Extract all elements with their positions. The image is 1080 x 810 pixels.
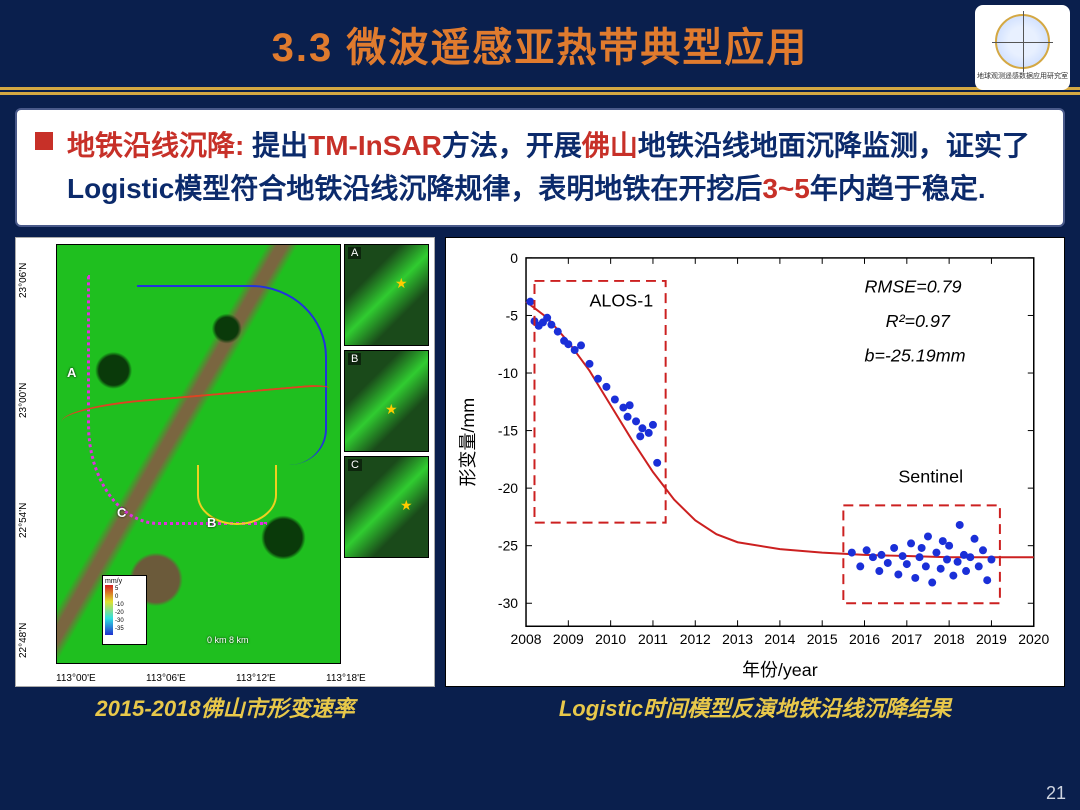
svg-text:2019: 2019 — [976, 631, 1007, 647]
svg-text:2008: 2008 — [511, 631, 542, 647]
svg-text:b=-25.19mm: b=-25.19mm — [865, 345, 966, 365]
map-insets: A★ B★ C★ — [344, 244, 429, 558]
svg-text:2017: 2017 — [891, 631, 922, 647]
logistic-chart: 0 -5 -10 -15 -20 -25 -30 2008 2009 2010 2011 2012 20… — [445, 237, 1065, 687]
svg-text:R²=0.97: R²=0.97 — [886, 311, 951, 331]
deformation-map: A B C mm/y 50 -10-20 -30-35 0 km 8 km A★… — [15, 237, 435, 687]
svg-text:2020: 2020 — [1018, 631, 1049, 647]
page-number: 21 — [1046, 783, 1066, 804]
figures-row: A B C mm/y 50 -10-20 -30-35 0 km 8 km A★… — [15, 237, 1065, 687]
svg-text:-10: -10 — [498, 365, 518, 381]
institute-logo: 地球观测遥感数据应用研究室 — [975, 5, 1070, 90]
svg-text:形变量/mm: 形变量/mm — [458, 398, 478, 487]
svg-text:2018: 2018 — [934, 631, 965, 647]
svg-text:2010: 2010 — [595, 631, 626, 647]
svg-text:0: 0 — [510, 250, 518, 266]
title-bar: 3.3 微波遥感亚热带典型应用 地球观测遥感数据应用研究室 — [0, 0, 1080, 90]
svg-text:2015: 2015 — [807, 631, 838, 647]
svg-text:2014: 2014 — [764, 631, 795, 647]
svg-text:-5: -5 — [506, 307, 519, 323]
svg-text:ALOS-1: ALOS-1 — [589, 290, 653, 310]
map-legend: mm/y 50 -10-20 -30-35 — [102, 575, 147, 645]
svg-text:-20: -20 — [498, 480, 518, 496]
scale-bar: 0 km 8 km — [207, 635, 249, 645]
svg-text:Sentinel: Sentinel — [898, 466, 963, 486]
svg-text:-15: -15 — [498, 422, 518, 438]
svg-text:-30: -30 — [498, 595, 518, 611]
slide-title: 3.3 微波遥感亚热带典型应用 — [272, 15, 809, 73]
svg-text:2016: 2016 — [849, 631, 880, 647]
svg-text:2012: 2012 — [680, 631, 711, 647]
summary-text: 地铁沿线沉降: 提出TM-InSAR方法，开展佛山地铁沿线地面沉降监测，证实了L… — [67, 124, 1043, 211]
svg-text:2013: 2013 — [722, 631, 753, 647]
caption-left: 2015-2018佛山市形变速率 — [95, 696, 354, 721]
svg-text:-25: -25 — [498, 537, 518, 553]
summary-textbox: 地铁沿线沉降: 提出TM-InSAR方法，开展佛山地铁沿线地面沉降监测，证实了L… — [15, 108, 1065, 227]
svg-text:RMSE=0.79: RMSE=0.79 — [865, 276, 962, 296]
svg-text:2009: 2009 — [553, 631, 584, 647]
bullet-icon — [35, 132, 53, 150]
svg-text:2011: 2011 — [638, 631, 668, 647]
captions-row: 2015-2018佛山市形变速率 Logistic时间模型反演地铁沿线沉降结果 — [15, 691, 1065, 723]
svg-text:年份/year: 年份/year — [742, 660, 818, 680]
caption-right: Logistic时间模型反演地铁沿线沉降结果 — [559, 696, 951, 721]
